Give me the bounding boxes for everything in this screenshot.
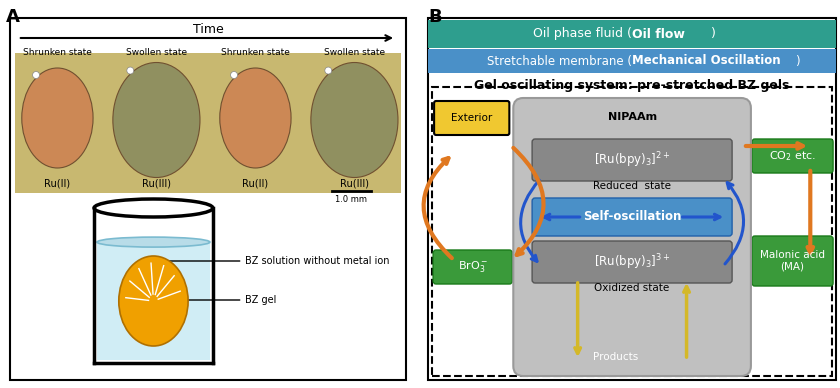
Text: BZ gel: BZ gel — [244, 295, 276, 305]
Ellipse shape — [220, 68, 291, 168]
Text: Shrunken state: Shrunken state — [221, 48, 290, 57]
Text: Stretchable membrane (: Stretchable membrane ( — [487, 54, 633, 68]
Text: Gel oscillating system: pre-stretched BZ gels: Gel oscillating system: pre-stretched BZ… — [475, 79, 790, 92]
FancyBboxPatch shape — [532, 198, 732, 236]
Text: $[\mathrm{Ru(bpy)_3}]^{2+}$: $[\mathrm{Ru(bpy)_3}]^{2+}$ — [594, 150, 670, 170]
Text: $[\mathrm{Ru(bpy)_3}]^{3+}$: $[\mathrm{Ru(bpy)_3}]^{3+}$ — [594, 252, 670, 272]
Text: Malonic acid
(MA): Malonic acid (MA) — [760, 250, 825, 272]
Text: Ru(II): Ru(II) — [243, 178, 269, 188]
Text: Products: Products — [593, 352, 638, 362]
FancyBboxPatch shape — [433, 250, 512, 284]
Text: A: A — [6, 8, 20, 26]
FancyBboxPatch shape — [428, 20, 836, 48]
Ellipse shape — [22, 68, 93, 168]
FancyBboxPatch shape — [752, 139, 833, 173]
Polygon shape — [97, 242, 210, 360]
Text: Time: Time — [192, 23, 223, 36]
Text: Swollen state: Swollen state — [126, 48, 187, 57]
FancyBboxPatch shape — [428, 18, 836, 380]
Text: Ru(III): Ru(III) — [340, 178, 369, 188]
FancyBboxPatch shape — [10, 18, 406, 380]
Text: $\mathrm{BrO_3^-}$: $\mathrm{BrO_3^-}$ — [458, 260, 488, 274]
FancyBboxPatch shape — [752, 236, 833, 286]
FancyBboxPatch shape — [532, 241, 732, 283]
Text: Mechanical Oscillation: Mechanical Oscillation — [633, 54, 785, 68]
FancyBboxPatch shape — [532, 139, 732, 181]
Circle shape — [127, 67, 134, 74]
Text: ): ) — [795, 54, 800, 68]
Text: Swollen state: Swollen state — [324, 48, 385, 57]
Ellipse shape — [97, 237, 210, 247]
FancyBboxPatch shape — [513, 98, 751, 376]
Text: Ru(II): Ru(II) — [45, 178, 71, 188]
Circle shape — [33, 71, 39, 78]
Text: Reduced  state: Reduced state — [593, 181, 671, 191]
Ellipse shape — [113, 62, 200, 177]
Text: $\mathrm{CO_2}$ etc.: $\mathrm{CO_2}$ etc. — [769, 149, 816, 163]
Text: NIPAAm: NIPAAm — [607, 112, 657, 122]
Text: B: B — [428, 8, 442, 26]
FancyBboxPatch shape — [434, 101, 509, 135]
Text: 1.0 mm: 1.0 mm — [335, 195, 367, 204]
Text: Shrunken state: Shrunken state — [23, 48, 92, 57]
FancyBboxPatch shape — [428, 49, 836, 73]
Text: ): ) — [711, 28, 717, 40]
FancyBboxPatch shape — [558, 340, 673, 374]
Text: Self-oscillation: Self-oscillation — [583, 211, 681, 223]
Text: Ru(III): Ru(III) — [142, 178, 171, 188]
Text: Oil phase fluid (: Oil phase fluid ( — [533, 28, 633, 40]
Text: Oil flow: Oil flow — [633, 28, 690, 40]
Ellipse shape — [311, 62, 398, 177]
Text: Oxidized state: Oxidized state — [595, 283, 669, 293]
FancyBboxPatch shape — [97, 242, 210, 360]
Circle shape — [325, 67, 332, 74]
FancyBboxPatch shape — [15, 53, 401, 193]
Text: BZ solution without metal ion: BZ solution without metal ion — [244, 256, 389, 266]
Ellipse shape — [118, 256, 188, 346]
Text: Exterior: Exterior — [451, 113, 492, 123]
Circle shape — [230, 71, 238, 78]
